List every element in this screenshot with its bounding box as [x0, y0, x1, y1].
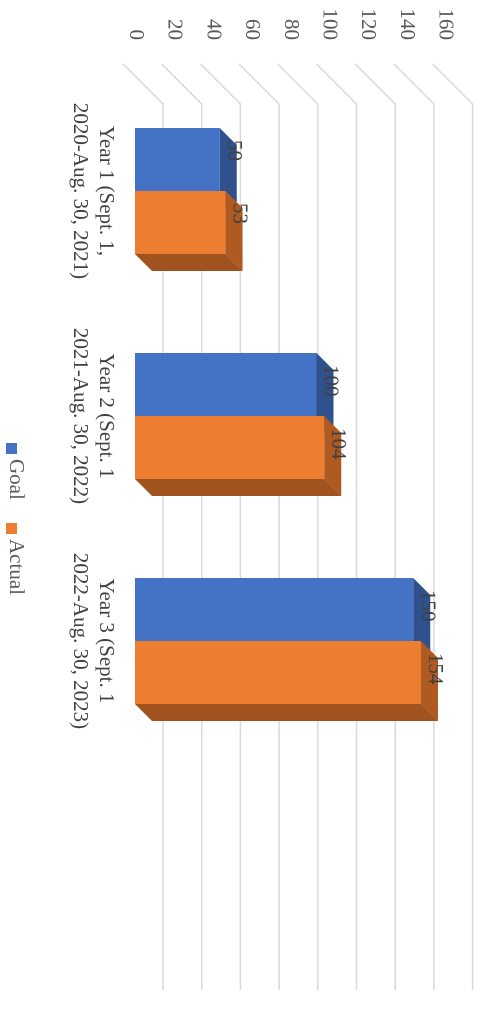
legend-item-label: Goal	[5, 459, 29, 500]
value-tick-label: 140	[396, 9, 420, 41]
bar	[135, 641, 421, 704]
bar-side	[219, 128, 237, 208]
gridlines	[122, 63, 474, 990]
gridline	[393, 63, 435, 990]
value-tick-label: 40	[202, 19, 226, 40]
value-tick-label: 80	[280, 19, 304, 40]
legend-swatch	[6, 443, 17, 454]
bar	[135, 128, 220, 191]
value-tick-label: 0	[125, 30, 149, 41]
gridline	[277, 63, 319, 990]
bar	[135, 416, 325, 479]
bar	[135, 353, 317, 416]
gridline	[315, 63, 358, 990]
category-label-line: Year 3 (Sept. 1	[95, 578, 119, 703]
gridline	[432, 63, 474, 990]
bar-side	[413, 578, 431, 658]
bar	[135, 191, 226, 254]
data-label: 150	[416, 590, 440, 622]
gridline	[354, 63, 396, 990]
bar-side	[324, 416, 342, 496]
bars	[135, 128, 438, 721]
bar	[135, 578, 414, 641]
data-labels: 50 53 100 104 150 154	[223, 140, 448, 685]
value-tick-label: 160	[435, 9, 459, 41]
data-label: 50	[223, 140, 247, 161]
bar-side	[225, 191, 243, 271]
legend: Goal Actual	[5, 443, 29, 595]
value-axis-ticks: 0 20 40 60 80 100 120 140 160	[125, 9, 459, 41]
value-tick-label: 120	[357, 9, 381, 41]
bar-side	[316, 353, 334, 433]
legend-item-label: Actual	[5, 539, 29, 595]
category-label-line: 2022-Aug. 30, 2023)	[69, 553, 93, 729]
category-axis-labels: Year 1 (Sept. 1,2020-Aug. 30, 2021)Year …	[69, 103, 119, 729]
data-label: 100	[320, 365, 344, 397]
data-label: 154	[424, 653, 448, 685]
category-label-line: Year 2 (Sept. 1	[95, 353, 119, 478]
category-label-line: 2021-Aug. 30, 2022)	[69, 328, 93, 504]
category-label-line: Year 1 (Sept. 1,	[95, 126, 119, 256]
category-label: Year 1 (Sept. 1,2020-Aug. 30, 2021)	[69, 103, 119, 279]
value-tick-label: 100	[319, 9, 343, 41]
data-label: 104	[327, 428, 351, 460]
value-tick-label: 20	[164, 19, 188, 40]
value-tick-label: 60	[241, 19, 265, 40]
bar-side	[420, 641, 438, 721]
bar-bottom	[135, 254, 243, 271]
bar-bottom	[135, 479, 342, 496]
category-label-line: 2020-Aug. 30, 2021)	[69, 103, 93, 279]
legend-swatch	[6, 523, 17, 534]
bar-bottom	[135, 704, 438, 721]
data-label: 53	[229, 203, 253, 224]
